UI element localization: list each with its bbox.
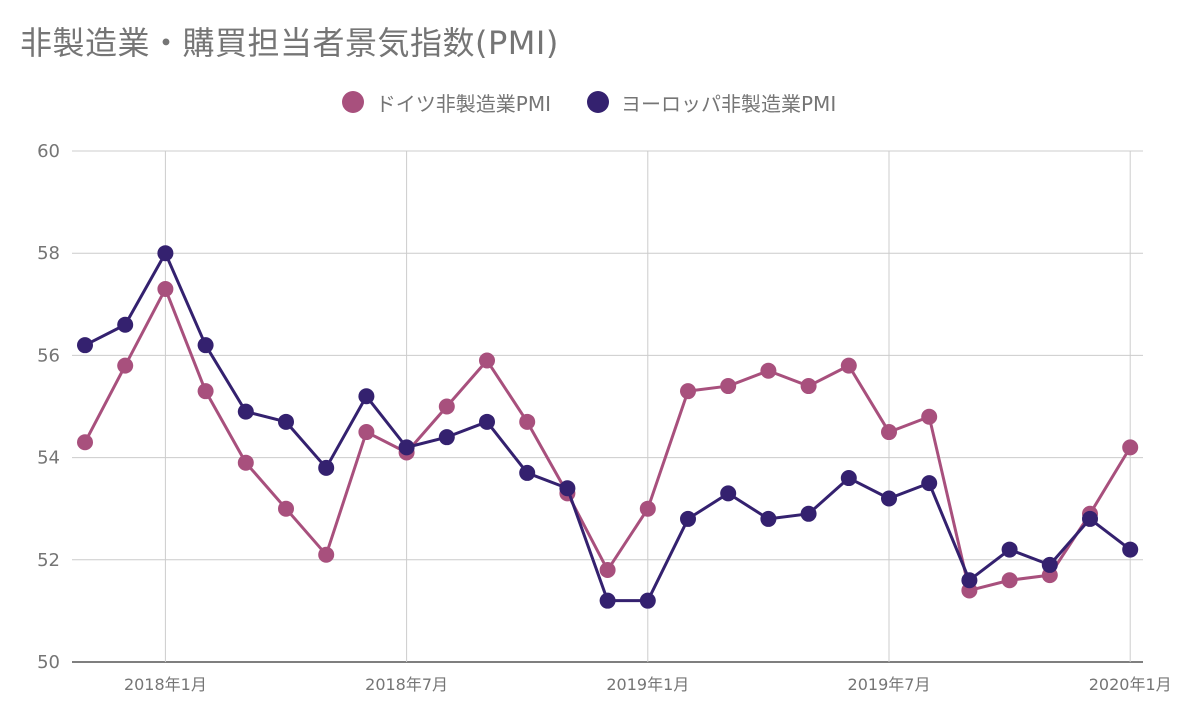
data-point-europe[interactable] [1041,556,1058,573]
y-tick-label: 50 [37,652,60,673]
data-point-europe[interactable] [1082,510,1098,527]
data-point-germany[interactable] [318,546,335,563]
data-point-europe[interactable] [358,388,375,405]
legend-label-germany: ドイツ非製造業PMI [375,91,551,116]
data-point-germany[interactable] [599,562,616,579]
legend-item-germany[interactable]: ドイツ非製造業PMI [341,88,551,117]
data-point-europe[interactable] [559,480,576,497]
data-point-germany[interactable] [479,352,495,369]
data-point-europe[interactable] [921,475,938,492]
data-point-germany[interactable] [720,378,737,395]
data-point-europe[interactable] [1001,541,1018,558]
data-point-europe[interactable] [639,592,656,609]
data-point-germany[interactable] [881,424,897,441]
data-point-europe[interactable] [800,505,817,522]
legend-label-europe: ヨーロッパ非製造業PMI [621,91,837,116]
data-point-germany[interactable] [197,383,214,400]
data-point-europe[interactable] [157,245,174,262]
chart-legend: ドイツ非製造業PMI ヨーロッパ非製造業PMI [0,86,1178,118]
series-layer [77,245,1139,609]
x-tick-label: 2019年1月 [606,675,689,694]
data-point-europe[interactable] [1122,541,1139,558]
data-point-germany[interactable] [519,413,536,430]
data-point-germany[interactable] [358,424,375,441]
data-point-europe[interactable] [680,510,696,527]
data-point-germany[interactable] [157,280,174,297]
x-tick-label: 2019年7月 [848,675,931,694]
series-line-germany [83,287,1132,592]
series-line-europe [84,251,1132,603]
legend-marker-germany [341,91,364,113]
data-point-europe[interactable] [77,337,93,354]
data-point-europe[interactable] [961,572,978,589]
data-point-europe[interactable] [398,439,415,456]
y-tick-label: 52 [37,550,60,571]
grid-layer [72,150,1143,663]
data-point-germany[interactable] [639,500,656,517]
y-tick-label: 54 [37,448,60,469]
x-tick-label: 2018年7月 [365,675,448,694]
data-point-europe[interactable] [318,459,335,476]
data-point-germany[interactable] [278,500,294,517]
data-point-europe[interactable] [881,490,897,507]
legend-marker-europe [587,91,609,113]
data-point-germany[interactable] [680,383,696,400]
data-point-europe[interactable] [479,413,495,430]
data-point-germany[interactable] [1122,439,1139,456]
data-point-europe[interactable] [720,485,737,502]
data-point-europe[interactable] [599,592,616,609]
data-point-germany[interactable] [237,454,254,471]
axis-layer: 50 52 54 56 58 60 2018年1月 2018年7月 2019年1月 2019年7月… [37,141,1172,694]
data-point-europe[interactable] [237,403,254,420]
data-point-europe[interactable] [840,470,857,487]
data-point-germany[interactable] [840,357,857,374]
data-point-europe[interactable] [760,510,777,527]
data-point-europe[interactable] [519,464,536,481]
data-point-europe[interactable] [278,413,294,430]
data-point-germany[interactable] [1001,572,1018,589]
data-point-germany[interactable] [117,357,134,374]
data-point-germany[interactable] [800,378,817,395]
data-point-europe[interactable] [197,337,214,354]
y-tick-label: 60 [37,141,60,162]
y-tick-label: 56 [37,345,60,366]
legend-item-europe[interactable]: ヨーロッパ非製造業PMI [587,88,836,117]
x-tick-label: 2020年1月 [1089,675,1172,694]
data-point-germany[interactable] [77,434,93,451]
y-tick-label: 58 [37,243,60,264]
data-point-germany[interactable] [760,362,777,379]
x-tick-label: 2018年1月 [124,675,207,694]
chart-title: 非製造業・購買担当者景気指数(PMI) [20,24,559,62]
data-point-europe[interactable] [117,316,134,333]
data-point-germany[interactable] [921,408,938,425]
data-point-germany[interactable] [438,398,455,415]
data-point-europe[interactable] [438,429,455,446]
